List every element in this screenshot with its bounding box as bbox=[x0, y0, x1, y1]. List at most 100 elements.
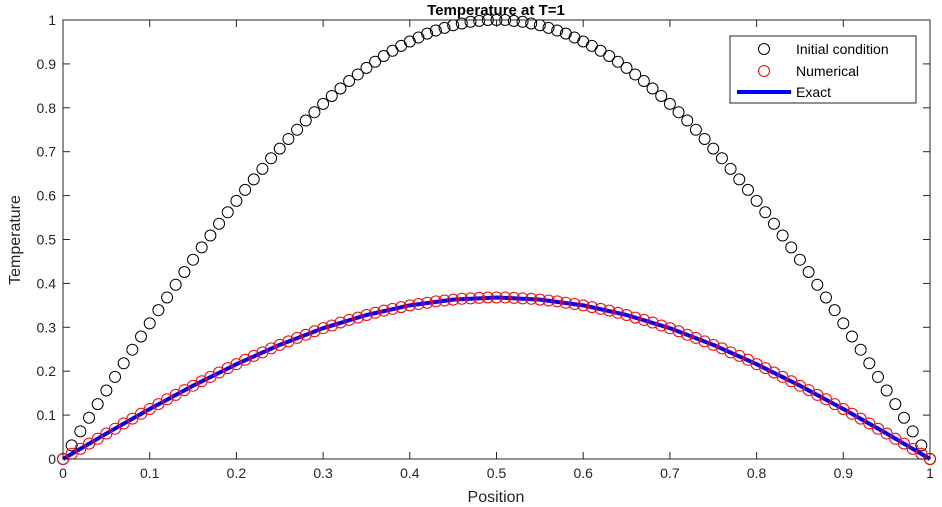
data-point-initial-condition bbox=[611, 55, 624, 68]
data-point-numerical bbox=[559, 296, 572, 309]
data-point-numerical bbox=[265, 342, 278, 355]
data-point-initial-condition bbox=[135, 330, 148, 343]
x-tick-label: 0.8 bbox=[747, 465, 767, 481]
data-point-initial-condition bbox=[187, 253, 200, 266]
data-point-numerical bbox=[568, 298, 581, 311]
data-point-initial-condition bbox=[698, 132, 711, 145]
series-initial-condition bbox=[57, 14, 936, 465]
data-point-numerical bbox=[655, 319, 668, 332]
data-point-numerical bbox=[299, 328, 312, 341]
data-point-initial-condition bbox=[733, 173, 746, 186]
data-point-numerical bbox=[637, 313, 650, 326]
data-point-numerical bbox=[360, 309, 373, 322]
data-point-initial-condition bbox=[793, 253, 806, 266]
data-point-initial-condition bbox=[91, 398, 104, 411]
data-point-numerical bbox=[438, 294, 451, 307]
data-point-initial-condition bbox=[637, 75, 650, 88]
data-point-numerical bbox=[603, 304, 616, 317]
data-point-initial-condition bbox=[473, 14, 486, 27]
data-point-numerical bbox=[646, 316, 659, 329]
data-point-numerical bbox=[507, 291, 520, 304]
data-point-initial-condition bbox=[178, 265, 191, 278]
data-point-initial-condition bbox=[594, 44, 607, 57]
data-point-numerical bbox=[516, 292, 529, 305]
series-exact bbox=[61, 295, 932, 461]
data-point-numerical bbox=[481, 291, 494, 304]
legend-marker-initial bbox=[758, 43, 770, 55]
data-point-initial-condition bbox=[629, 68, 642, 81]
series-layer bbox=[57, 14, 936, 465]
data-point-initial-condition bbox=[161, 291, 174, 304]
data-point-numerical bbox=[455, 292, 468, 305]
y-tick-label: 0.8 bbox=[37, 100, 57, 116]
data-point-numerical bbox=[247, 349, 260, 362]
data-point-initial-condition bbox=[247, 173, 260, 186]
data-point-numerical bbox=[325, 319, 338, 332]
data-point-initial-condition bbox=[507, 14, 520, 27]
legend-label-initial: Initial condition bbox=[796, 41, 889, 57]
data-point-initial-condition bbox=[516, 15, 529, 28]
data-point-numerical bbox=[308, 325, 321, 338]
data-point-numerical bbox=[897, 437, 910, 450]
data-point-numerical bbox=[473, 291, 486, 304]
data-point-numerical bbox=[317, 322, 330, 335]
x-axis-label: Position bbox=[468, 489, 525, 506]
data-point-numerical bbox=[663, 322, 676, 335]
data-point-initial-condition bbox=[542, 21, 555, 34]
data-point-numerical bbox=[109, 422, 122, 435]
x-tick-label: 0.3 bbox=[313, 465, 333, 481]
data-point-numerical bbox=[334, 316, 347, 329]
data-point-initial-condition bbox=[741, 183, 754, 196]
data-point-numerical bbox=[611, 306, 624, 319]
data-point-initial-condition bbox=[655, 89, 668, 102]
data-point-initial-condition bbox=[707, 142, 720, 155]
data-point-initial-condition bbox=[871, 370, 884, 383]
data-point-initial-condition bbox=[230, 194, 243, 207]
y-tick-label: 0 bbox=[48, 451, 56, 467]
x-tick-label: 0.5 bbox=[487, 465, 507, 481]
y-tick-label: 0.1 bbox=[37, 407, 57, 423]
data-point-initial-condition bbox=[377, 50, 390, 62]
series-numerical bbox=[57, 291, 936, 465]
data-point-numerical bbox=[369, 306, 382, 319]
data-point-initial-condition bbox=[325, 89, 338, 102]
data-point-initial-condition bbox=[308, 106, 321, 119]
data-point-initial-condition bbox=[906, 425, 919, 438]
data-point-initial-condition bbox=[551, 24, 564, 37]
x-tick-label: 0.1 bbox=[140, 465, 160, 481]
data-point-initial-condition bbox=[837, 317, 850, 330]
legend: Initial condition Numerical Exact bbox=[729, 35, 917, 104]
data-point-initial-condition bbox=[152, 304, 165, 317]
data-point-numerical bbox=[542, 294, 555, 307]
data-point-initial-condition bbox=[282, 132, 295, 145]
data-point-numerical bbox=[395, 301, 408, 314]
data-point-initial-condition bbox=[620, 61, 633, 74]
data-point-initial-condition bbox=[74, 425, 87, 438]
data-point-numerical bbox=[551, 295, 564, 308]
x-tick-label: 0.4 bbox=[400, 465, 420, 481]
y-axis-label: Temperature bbox=[7, 195, 24, 285]
data-point-numerical bbox=[880, 427, 893, 440]
data-point-initial-condition bbox=[195, 241, 208, 254]
data-point-numerical bbox=[412, 298, 425, 311]
data-point-initial-condition bbox=[265, 152, 278, 165]
data-point-initial-condition bbox=[750, 194, 763, 207]
data-point-initial-condition bbox=[317, 97, 330, 110]
data-point-initial-condition bbox=[759, 206, 772, 219]
x-tick-label: 0.2 bbox=[227, 465, 247, 481]
y-tick-label: 0.2 bbox=[37, 363, 57, 379]
data-point-initial-condition bbox=[603, 50, 616, 62]
data-point-initial-condition bbox=[819, 291, 832, 304]
data-point-initial-condition bbox=[715, 152, 728, 165]
legend-label-numerical: Numerical bbox=[796, 63, 859, 79]
data-point-initial-condition bbox=[299, 114, 312, 127]
data-point-numerical bbox=[386, 302, 399, 315]
legend-label-exact: Exact bbox=[796, 84, 831, 100]
data-point-numerical bbox=[91, 432, 104, 445]
y-tick-label: 0.9 bbox=[37, 56, 57, 72]
data-point-initial-condition bbox=[117, 357, 130, 370]
data-point-numerical bbox=[282, 335, 295, 348]
data-point-numerical bbox=[724, 346, 737, 359]
data-point-numerical bbox=[585, 301, 598, 314]
